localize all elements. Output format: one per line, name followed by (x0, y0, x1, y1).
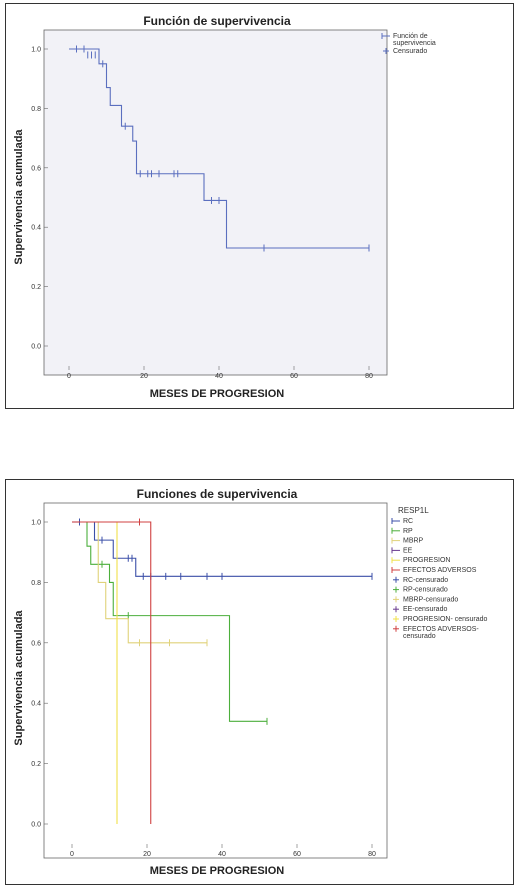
chart-title: Función de supervivencia (143, 14, 291, 28)
survival-line-mbrp (72, 521, 207, 644)
data-layer (72, 518, 373, 824)
survival-line-efectos-adversos (72, 521, 152, 824)
y-tick-label: 1.0 (31, 520, 41, 527)
legend-label: PROGRESION- censurado (403, 616, 488, 623)
x-tick-label: 20 (143, 851, 151, 858)
y-tick-label: 0.2 (31, 284, 41, 291)
data-layer (69, 45, 370, 252)
survival-line-rp (72, 521, 267, 722)
x-tick-label: 20 (140, 373, 148, 380)
tick-layer: 0 20 40 60 80 0.0 0.2 0.4 0.6 0.8 1.0 (31, 520, 376, 859)
x-tick-label: 40 (215, 373, 223, 380)
y-axis-label: Supervivencia acumulada (13, 610, 25, 746)
legend-label: EFECTOS ADVERSOS- (403, 626, 479, 633)
x-tick-label: 60 (293, 851, 301, 858)
chart-title: Funciones de supervivencia (137, 487, 298, 501)
y-tick-label: 0.8 (31, 106, 41, 113)
x-axis-label: MESES DE PROGRESION (150, 388, 285, 400)
legend-label: PROGRESION (403, 557, 450, 564)
survival-line-función-de-supervivencia (69, 48, 369, 249)
survival-chart-2-svg: Funciones de supervivencia MESES DE PROG… (13, 487, 488, 877)
legend: RC RP MBRP EE PROGRESION EFECTOS ADVERSOS RC-c… (391, 518, 488, 640)
legend-label: RP-censurado (403, 587, 448, 594)
x-tick-label: 0 (70, 851, 74, 858)
y-tick-label: 0.4 (31, 225, 41, 232)
y-tick-label: 1.0 (31, 47, 41, 54)
plot-area (43, 29, 388, 376)
y-tick-label: 0.4 (31, 701, 41, 708)
legend-title: RESP1L (398, 506, 429, 515)
y-tick-label: 0.2 (31, 761, 41, 768)
survival-chart-1: Función de supervivencia MESES DE PROGRE… (5, 3, 514, 409)
legend-label: MBRP-censurado (403, 596, 458, 603)
legend-label: EE (403, 547, 413, 554)
x-tick-label: 80 (365, 373, 373, 380)
x-tick-label: 40 (218, 851, 226, 858)
y-axis-label: Supervivencia acumulada (13, 129, 25, 265)
y-tick-label: 0.6 (31, 640, 41, 647)
x-tick-label: 80 (368, 851, 376, 858)
survival-line-rc (72, 521, 372, 577)
legend-label: Función de (393, 33, 428, 40)
plot-area (43, 502, 388, 859)
survival-chart-2: Funciones de supervivencia MESES DE PROG… (5, 479, 514, 885)
legend-label: RC (403, 518, 413, 525)
legend-label: censurado (403, 633, 436, 640)
legend-label: EFECTOS ADVERSOS (403, 567, 477, 574)
survival-chart-1-svg: Función de supervivencia MESES DE PROGRE… (13, 14, 436, 400)
y-tick-label: 0.8 (31, 580, 41, 587)
x-tick-label: 60 (290, 373, 298, 380)
y-tick-label: 0.0 (31, 822, 41, 829)
legend-label: EE-censurado (403, 606, 447, 613)
x-axis-label: MESES DE PROGRESION (150, 865, 285, 877)
x-tick-label: 0 (67, 373, 71, 380)
legend-label: supervivencia (393, 40, 436, 47)
legend-label: RC-censurado (403, 577, 448, 584)
legend-label: Censurado (393, 48, 427, 55)
y-tick-label: 0.6 (31, 165, 41, 172)
legend-label: RP (403, 528, 413, 535)
legend-label: MBRP (403, 538, 424, 545)
y-tick-label: 0.0 (31, 344, 41, 351)
tick-layer: 0 20 40 60 80 0.0 0.2 0.4 0.6 0.8 1.0 (31, 47, 373, 381)
